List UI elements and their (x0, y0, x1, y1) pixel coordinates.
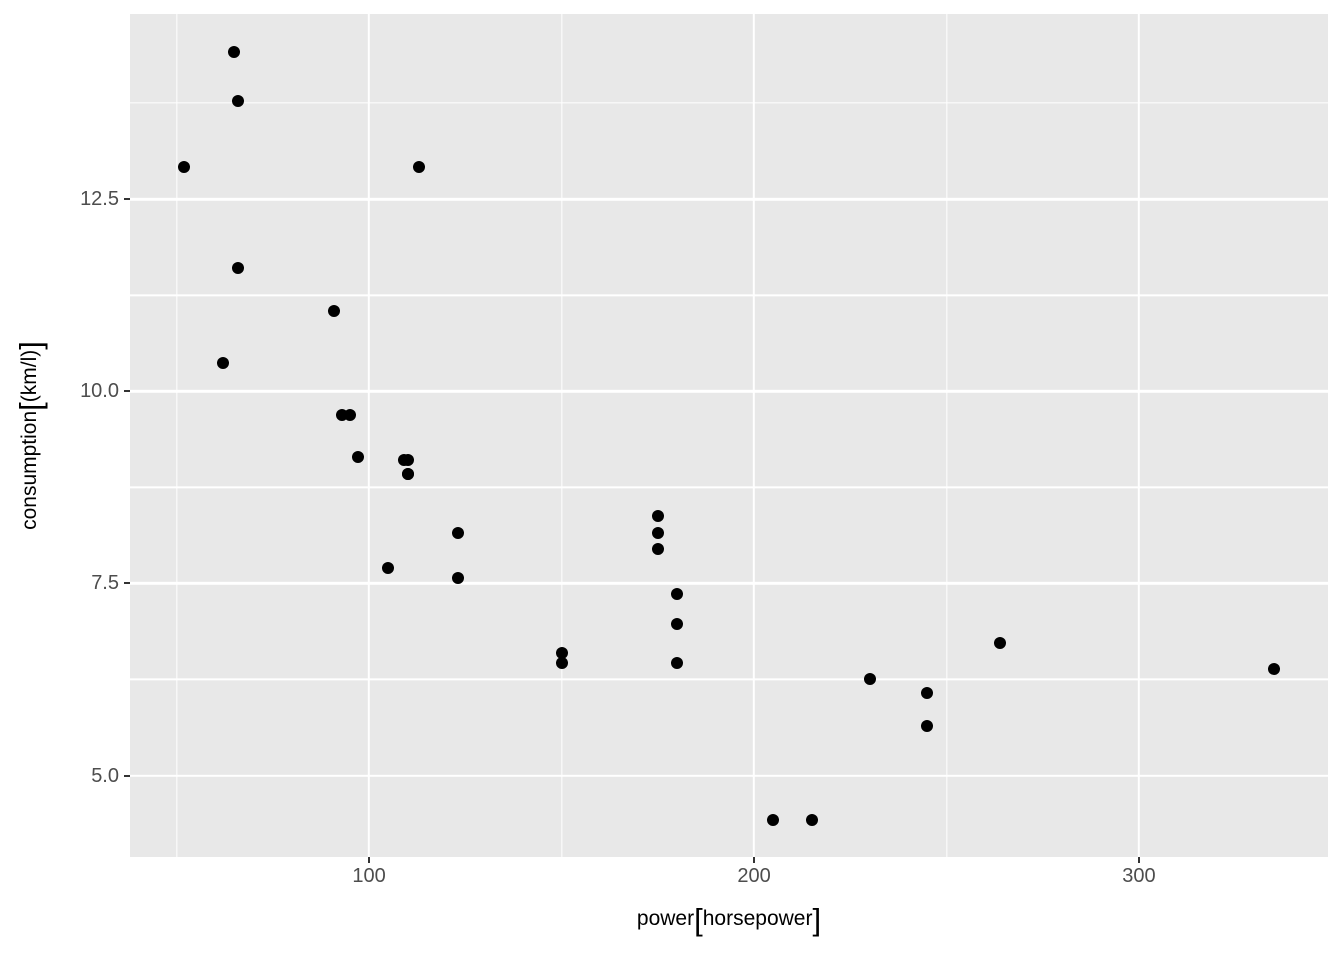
data-point (413, 160, 426, 173)
data-point (671, 657, 684, 670)
data-point (232, 94, 245, 107)
x-major-gridline (367, 14, 371, 857)
x-tick-mark (368, 857, 371, 863)
x-minor-gridline (945, 14, 948, 857)
x-tick-mark (1137, 857, 1140, 863)
data-point (401, 467, 414, 480)
data-point (671, 588, 684, 601)
x-tick-mark (753, 857, 756, 863)
y-tick-mark (124, 198, 130, 201)
data-point (651, 542, 664, 555)
data-point (651, 526, 664, 539)
x-major-gridline (752, 14, 756, 857)
data-point (343, 409, 356, 422)
x-axis-title: power [horsepower] (636, 902, 822, 937)
y-tick-mark (124, 774, 130, 777)
data-point (328, 304, 341, 317)
data-point (451, 526, 464, 539)
data-point (178, 160, 191, 173)
data-point (555, 657, 568, 670)
y-minor-gridline (130, 294, 1328, 296)
data-point (1267, 663, 1280, 676)
data-point (216, 356, 229, 369)
data-point (921, 686, 934, 699)
y-tick-label: 10.0 (80, 380, 119, 403)
data-point (555, 647, 568, 660)
data-point (382, 562, 395, 575)
data-point (921, 719, 934, 732)
y-major-gridline (130, 774, 1328, 777)
data-point (767, 814, 780, 827)
y-tick-label: 5.0 (91, 764, 119, 787)
data-point (351, 451, 364, 464)
data-point (671, 618, 684, 631)
data-point (805, 814, 818, 827)
x-minor-gridline (560, 14, 563, 857)
data-point (397, 454, 410, 467)
data-point (994, 637, 1007, 650)
y-tick-label: 12.5 (80, 188, 119, 211)
x-tick-label: 100 (352, 865, 386, 887)
data-point (451, 572, 464, 585)
x-tick-label: 300 (1122, 865, 1156, 887)
data-point (228, 46, 241, 59)
plot-panel (130, 14, 1328, 857)
y-tick-mark (124, 582, 130, 585)
y-minor-gridline (130, 678, 1328, 681)
data-point (863, 673, 876, 686)
x-minor-gridline (175, 14, 178, 857)
y-tick-label: 7.5 (91, 572, 119, 595)
y-tick-mark (124, 390, 130, 393)
y-major-gridline (130, 197, 1328, 201)
data-point (651, 509, 664, 522)
y-major-gridline (130, 390, 1328, 393)
y-minor-gridline (130, 486, 1328, 489)
x-tick-label: 200 (737, 865, 771, 887)
x-major-gridline (1137, 14, 1141, 857)
y-major-gridline (130, 582, 1328, 585)
y-minor-gridline (130, 102, 1328, 104)
y-axis-title: consumption [(km/l)] (13, 341, 48, 530)
data-point (232, 261, 245, 274)
